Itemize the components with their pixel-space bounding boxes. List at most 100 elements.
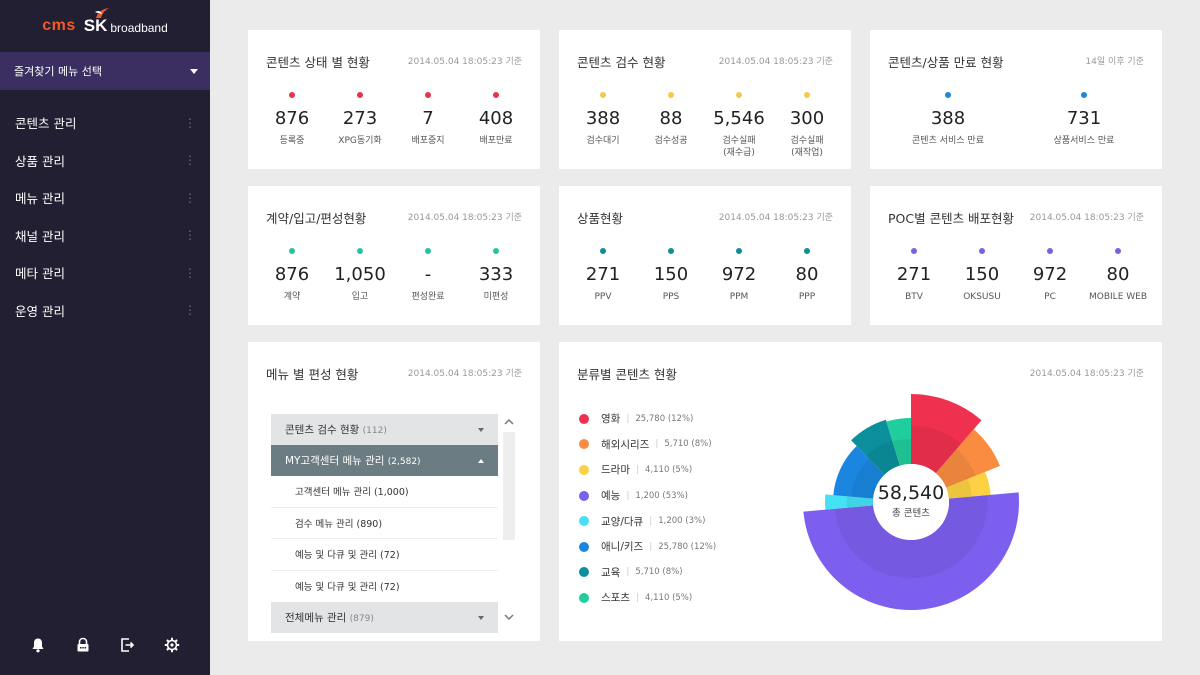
stat-value: 388 bbox=[585, 108, 621, 129]
tree-group-my-customer-center[interactable]: MY고객센터 메뉴 관리 (2,582) bbox=[271, 445, 498, 476]
more-vertical-icon[interactable]: ⋮ bbox=[184, 303, 196, 318]
stat-label: 미편성 bbox=[483, 292, 509, 302]
sidebar: cms SK broadband 즐겨찾기 메뉴 선택 콘텐츠 관리 ⋮ 상품 관… bbox=[0, 0, 210, 675]
menu-item-menu[interactable]: 메뉴 관리 ⋮ bbox=[0, 179, 210, 217]
status-dot bbox=[979, 248, 985, 254]
stat-inspection-fail-resupply[interactable]: 5,546 검수실패 (재수급) bbox=[705, 92, 773, 159]
stat-inspection-success[interactable]: 88 검수성공 bbox=[637, 92, 705, 159]
stat-btv[interactable]: 271 BTV bbox=[880, 248, 948, 303]
legend-item[interactable]: 예능 | 1,200 (53%) bbox=[579, 483, 716, 509]
more-vertical-icon[interactable]: ⋮ bbox=[184, 115, 196, 130]
status-dot bbox=[493, 248, 499, 254]
stat-value: 80 bbox=[1106, 264, 1130, 285]
more-vertical-icon[interactable]: ⋮ bbox=[184, 265, 196, 280]
stat-value: 876 bbox=[274, 108, 310, 129]
stat-xpg-sync[interactable]: 273 XPG동기화 bbox=[326, 92, 394, 147]
tree-group-text: MY고객센터 메뉴 관리 (2,582) bbox=[285, 453, 421, 468]
donut-slice[interactable] bbox=[935, 429, 1000, 488]
legend-item[interactable]: 영화 | 25,780 (12%) bbox=[579, 406, 716, 432]
menu-item-product[interactable]: 상품 관리 ⋮ bbox=[0, 142, 210, 180]
legend-separator: | bbox=[635, 592, 640, 603]
legend-item[interactable]: 교육 | 5,710 (8%) bbox=[579, 560, 716, 586]
tree-scrollbar[interactable] bbox=[500, 414, 518, 632]
status-dot bbox=[600, 92, 606, 98]
legend-swatch bbox=[579, 516, 589, 527]
tree-group-count: (2,582) bbox=[387, 457, 421, 467]
scroll-down-icon[interactable] bbox=[503, 612, 515, 622]
legend-item[interactable]: 애니/키즈 | 25,780 (12%) bbox=[579, 534, 716, 560]
butterfly-logo-icon bbox=[94, 8, 109, 18]
menu-item-operation[interactable]: 운영 관리 ⋮ bbox=[0, 292, 210, 330]
favorites-select[interactable]: 즐겨찾기 메뉴 선택 bbox=[0, 52, 210, 90]
stat-registering[interactable]: 876 등록중 bbox=[258, 92, 326, 147]
donut-slice-shade bbox=[834, 495, 988, 579]
stat-label: PC bbox=[1044, 292, 1056, 302]
legend-item[interactable]: 교양/다큐 | 1,200 (3%) bbox=[579, 508, 716, 534]
tree-item[interactable]: 고객센터 메뉴 관리 (1,000) bbox=[271, 476, 498, 508]
donut-slice[interactable] bbox=[833, 446, 885, 499]
donut-chart: 58,540 총 콘텐츠 bbox=[803, 394, 1019, 610]
tree-item[interactable]: 예능 및 다큐 및 관리 (72) bbox=[271, 571, 498, 603]
legend-item[interactable]: 스포츠 | 4,110 (5%) bbox=[579, 585, 716, 611]
stat-value: 150 bbox=[964, 264, 1000, 285]
more-vertical-icon[interactable]: ⋮ bbox=[184, 228, 196, 243]
stat-received[interactable]: 1,050 입고 bbox=[326, 248, 394, 303]
stat-ppm[interactable]: 972 PPM bbox=[705, 248, 773, 303]
stat-inspection-waiting[interactable]: 388 검수대기 bbox=[569, 92, 637, 159]
scrollbar-thumb[interactable] bbox=[503, 432, 515, 540]
stat-unscheduled[interactable]: 333 미편성 bbox=[462, 248, 530, 303]
bell-icon[interactable] bbox=[28, 635, 48, 655]
gear-icon[interactable] bbox=[162, 635, 182, 655]
menu-item-meta[interactable]: 메타 관리 ⋮ bbox=[0, 254, 210, 292]
stat-oksusu[interactable]: 150 OKSUSU bbox=[948, 248, 1016, 303]
tree-item[interactable]: 예능 및 다큐 및 관리 (72) bbox=[271, 539, 498, 571]
stat-label: 편성완료 bbox=[411, 292, 445, 302]
tree-group-text: 콘텐츠 검수 현황 (112) bbox=[285, 422, 387, 437]
legend-item[interactable]: 해외시리즈 | 5,710 (8%) bbox=[579, 432, 716, 458]
legend-item[interactable]: 드라마 | 4,110 (5%) bbox=[579, 457, 716, 483]
logo[interactable]: cms SK broadband bbox=[0, 0, 210, 52]
donut-slice[interactable] bbox=[911, 394, 982, 474]
stat-label-line2: (재수급) bbox=[723, 148, 755, 158]
donut-slice[interactable] bbox=[851, 419, 900, 475]
more-vertical-icon[interactable]: ⋮ bbox=[184, 153, 196, 168]
stat-pps[interactable]: 150 PPS bbox=[637, 248, 705, 303]
stat-deploy-expired[interactable]: 408 배포만료 bbox=[462, 92, 530, 147]
stat-label: 등록중 bbox=[279, 136, 305, 146]
stat-value: 300 bbox=[789, 108, 825, 129]
stat-content-expiry[interactable]: 388 콘텐츠 서비스 만료 bbox=[880, 92, 1016, 147]
legend-value: 1,200 (53%) bbox=[635, 490, 688, 501]
tree-item-label: 검수 메뉴 관리 (890) bbox=[295, 518, 383, 530]
tree-group-all-menu[interactable]: 전체메뉴 관리 (879) bbox=[271, 602, 498, 633]
donut-slice[interactable] bbox=[946, 471, 991, 499]
status-dot bbox=[1115, 248, 1121, 254]
card-contract-status: 계약/입고/편성현황 2014.05.04 18:05:23 기준 876 계약 … bbox=[248, 186, 540, 325]
donut-slice[interactable] bbox=[886, 418, 911, 466]
stat-inspection-fail-rework[interactable]: 300 검수실패 (재작업) bbox=[773, 92, 841, 159]
stat-contract[interactable]: 876 계약 bbox=[258, 248, 326, 303]
menu-item-channel[interactable]: 채널 관리 ⋮ bbox=[0, 217, 210, 255]
stat-scheduled[interactable]: - 편성완료 bbox=[394, 248, 462, 303]
stat-mobile-web[interactable]: 80 MOBILE WEB bbox=[1084, 248, 1152, 303]
lock-icon[interactable] bbox=[73, 635, 93, 655]
stat-deploy-stopped[interactable]: 7 배포중지 bbox=[394, 92, 462, 147]
stat-ppp[interactable]: 80 PPP bbox=[773, 248, 841, 303]
stat-ppv[interactable]: 271 PPV bbox=[569, 248, 637, 303]
card-title: 콘텐츠/상품 만료 현황 bbox=[888, 55, 1004, 70]
stat-value: 271 bbox=[585, 264, 621, 285]
stat-value: 876 bbox=[274, 264, 310, 285]
stat-product-expiry[interactable]: 731 상품서비스 만료 bbox=[1016, 92, 1152, 147]
tree-item[interactable]: 검수 메뉴 관리 (890) bbox=[271, 508, 498, 539]
donut-slice[interactable] bbox=[825, 494, 874, 510]
stat-pc[interactable]: 972 PC bbox=[1016, 248, 1084, 303]
more-vertical-icon[interactable]: ⋮ bbox=[184, 190, 196, 205]
tree-group-content-inspection[interactable]: 콘텐츠 검수 현황 (112) bbox=[271, 414, 498, 445]
scroll-up-icon[interactable] bbox=[503, 417, 515, 427]
donut-slice[interactable] bbox=[803, 492, 1019, 610]
status-dot bbox=[600, 248, 606, 254]
menu-item-content[interactable]: 콘텐츠 관리 ⋮ bbox=[0, 104, 210, 142]
stat-label: 배포중지 bbox=[411, 136, 445, 146]
sidebar-bottom-icons bbox=[0, 635, 210, 655]
stat-label-line2: (재작업) bbox=[791, 148, 823, 158]
logout-icon[interactable] bbox=[117, 635, 137, 655]
